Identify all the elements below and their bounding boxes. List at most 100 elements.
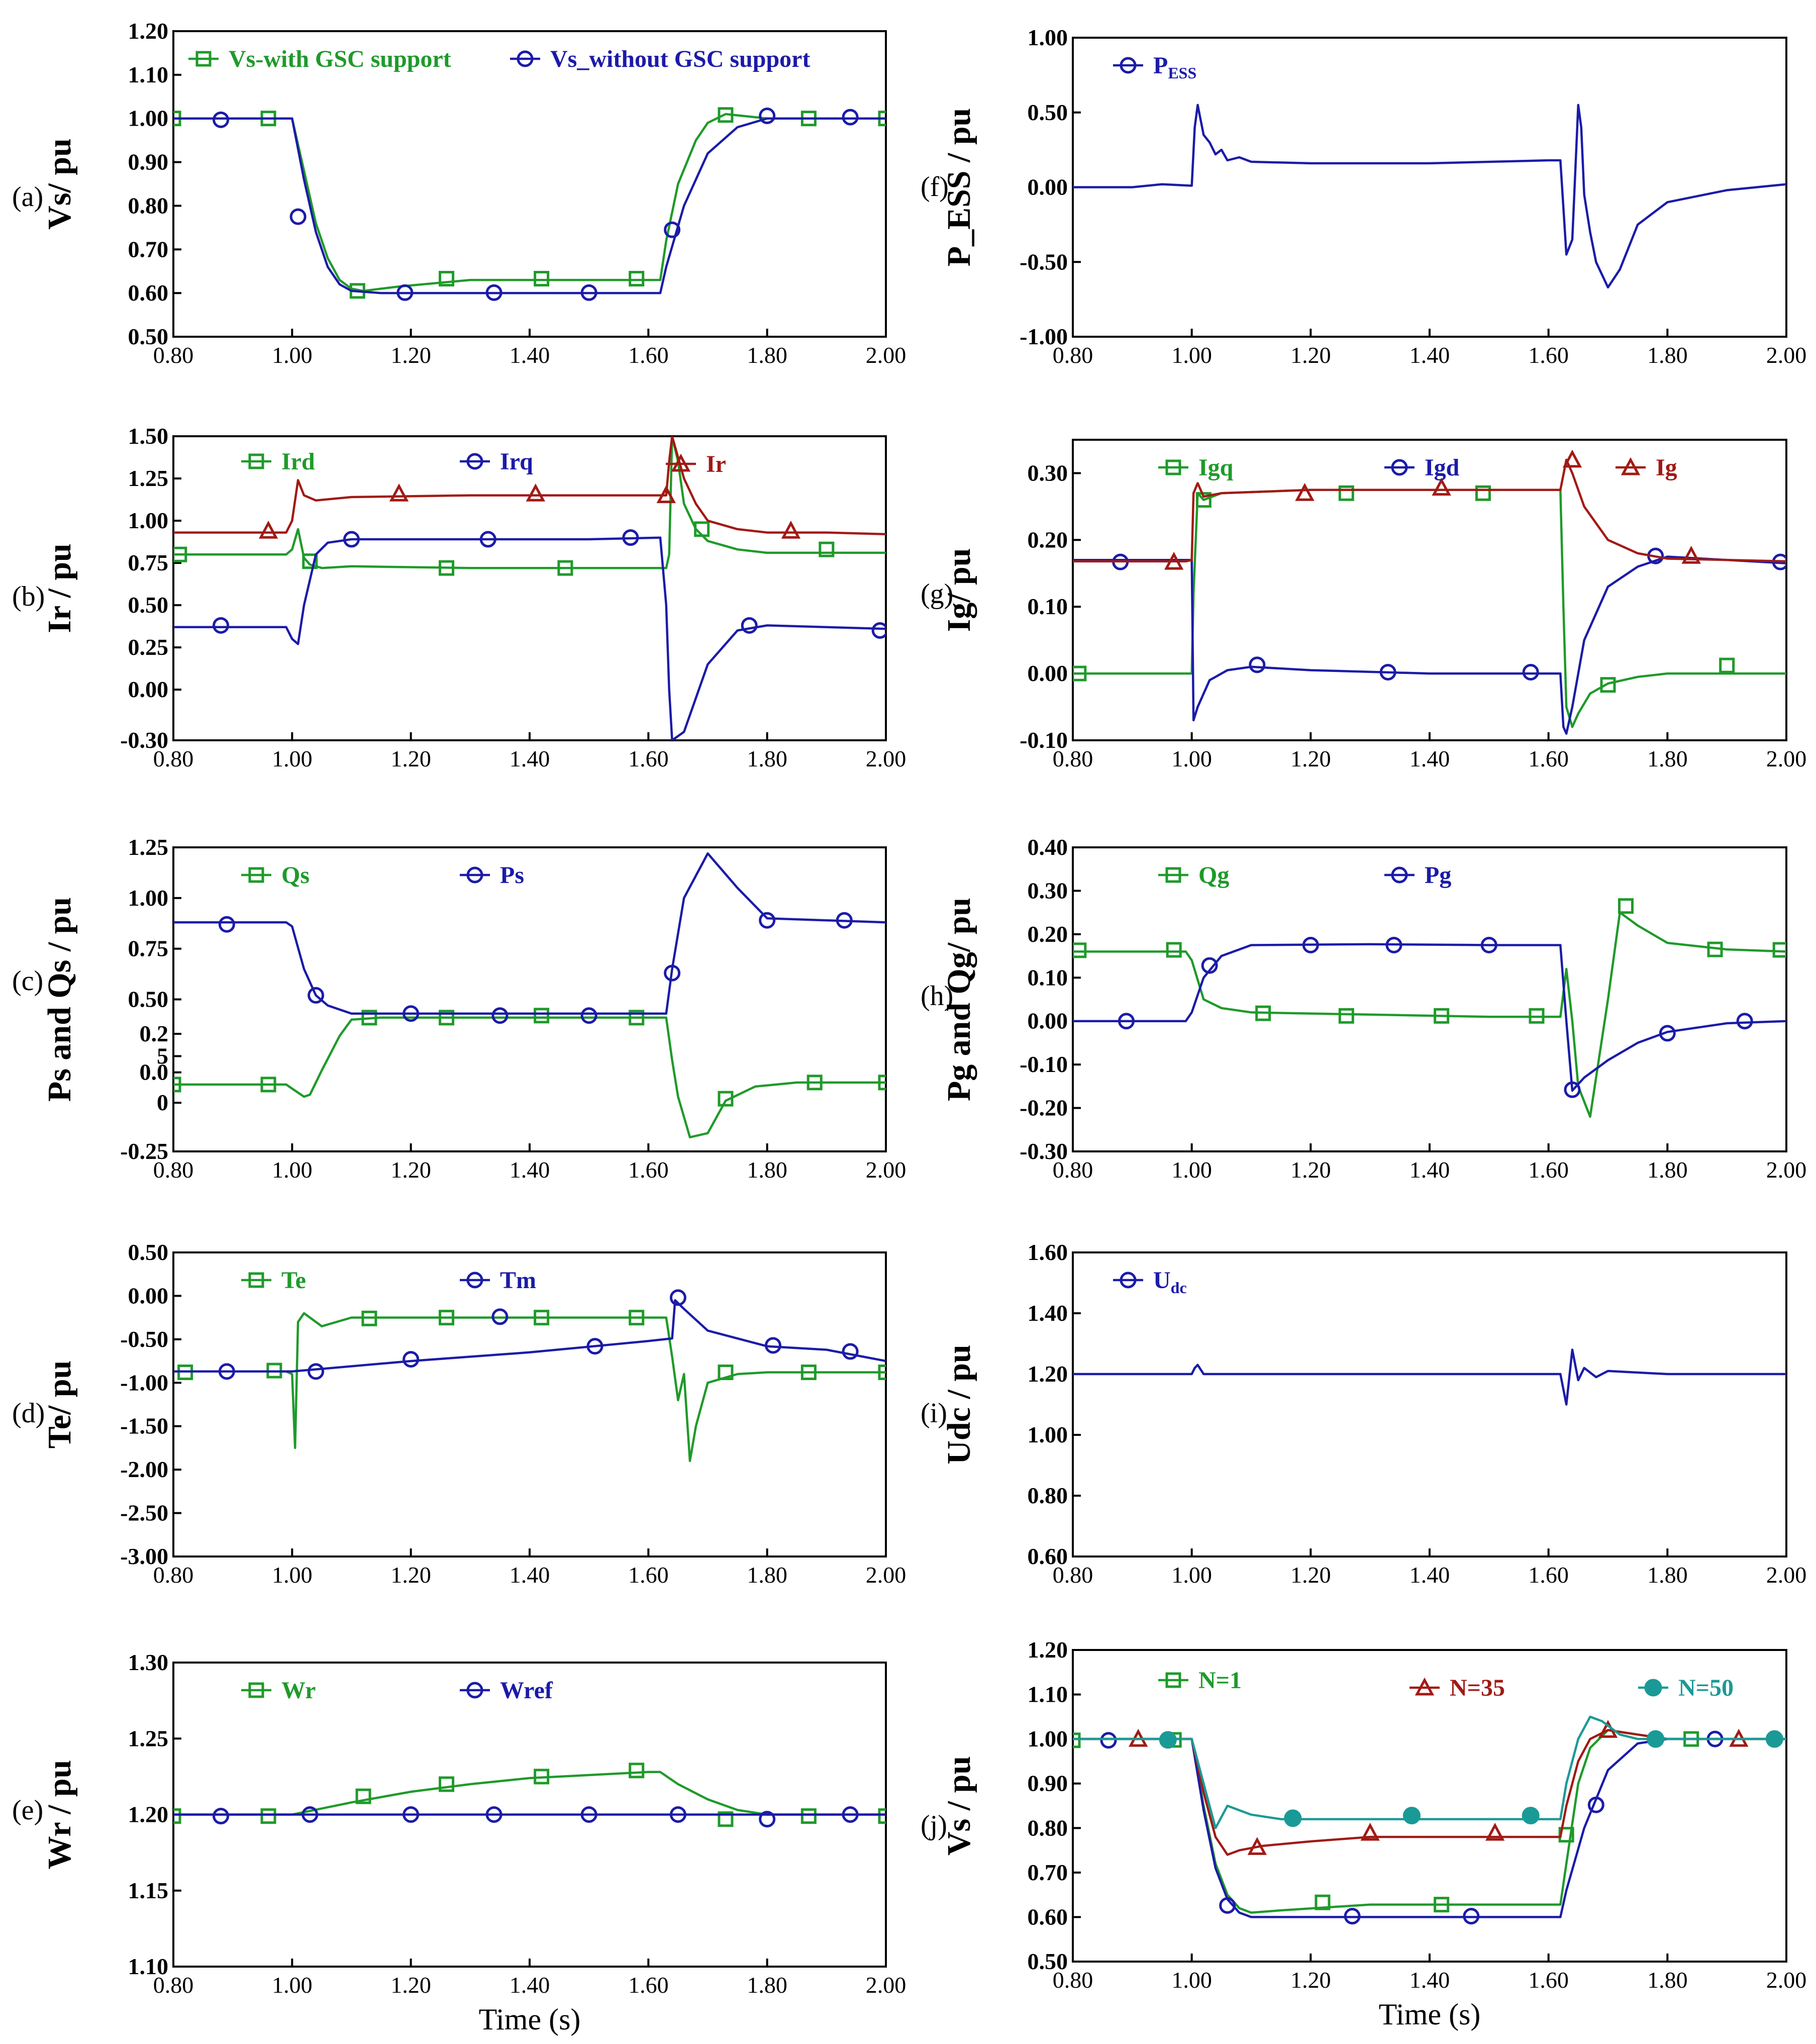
data-point <box>1600 677 1616 693</box>
x-tick-label: 0.80 <box>153 1972 194 1998</box>
legend-marker <box>1391 866 1408 884</box>
data-point <box>485 1806 502 1823</box>
y-tick-label: -0.10 <box>1020 1051 1068 1077</box>
y-tick-label: 0.50 <box>128 592 169 618</box>
x-tick-label: 1.80 <box>747 1157 787 1183</box>
y-tick-label: -1.00 <box>1020 324 1068 349</box>
x-tick-label: 1.60 <box>1528 746 1569 771</box>
series-group <box>1073 1348 1786 1406</box>
legend-entry: Udc <box>1153 1267 1187 1297</box>
legend-entry: Ps <box>500 862 524 889</box>
x-tick-label: 0.80 <box>153 342 194 368</box>
data-point <box>629 1763 645 1779</box>
x-tick-label: 1.20 <box>390 342 431 368</box>
x-tick-label: 1.00 <box>1171 746 1212 771</box>
y-tick-label: 1.20 <box>128 1802 169 1827</box>
y-tick-label: -0.50 <box>120 1326 168 1352</box>
data-point <box>1562 449 1582 468</box>
y-tick-label: 0.50 <box>128 1239 169 1265</box>
y-tick-label: 0.10 <box>1028 964 1068 990</box>
y-axis-label: Te/ pu <box>41 1360 78 1449</box>
panel-label: (e) <box>12 1795 43 1826</box>
data-point <box>629 1310 645 1326</box>
y-tick-label: 0.30 <box>1028 460 1068 485</box>
data-point <box>1681 545 1701 564</box>
y-tick-label: 0.20 <box>1028 527 1068 552</box>
series-line <box>1073 943 1786 1092</box>
data-point <box>1385 936 1402 953</box>
x-tick-label: 2.00 <box>866 342 906 368</box>
data-point <box>694 521 710 537</box>
y-tick-label: 1.10 <box>128 62 169 87</box>
y-tick-label: 0.25 <box>128 634 169 660</box>
series-group <box>173 1289 886 1463</box>
data-point <box>218 1363 235 1380</box>
data-point <box>718 1365 734 1381</box>
data-point <box>301 1806 319 1823</box>
x-tick-label: 1.40 <box>510 1157 550 1183</box>
data-point <box>361 1310 377 1326</box>
legend-entry: Ir <box>706 451 726 477</box>
legend-entry: Ig <box>1656 454 1677 481</box>
series-group <box>173 436 886 740</box>
x-tick-label: 0.80 <box>153 1157 194 1183</box>
y-tick-label: 0.60 <box>1028 1904 1068 1929</box>
y-tick-label: 1.00 <box>1028 25 1068 50</box>
data-point <box>308 987 325 1004</box>
data-point <box>1434 1008 1450 1024</box>
x-tick-label: 1.20 <box>1290 1967 1331 1993</box>
series-group <box>173 107 886 301</box>
chart-panel-6: 0.80 1.00 1.20 1.40 1.60 1.80 2.00 -3.00 -2.50 -2… <box>12 1239 906 1588</box>
data-point <box>491 1308 509 1325</box>
legend-marker <box>248 1272 264 1288</box>
data-point <box>1564 1081 1581 1098</box>
x-tick-label: 1.00 <box>1171 1157 1212 1183</box>
x-tick-label: 1.80 <box>747 746 787 771</box>
y-tick-label: 0.90 <box>1028 1771 1068 1796</box>
y-tick-label: 0.60 <box>128 280 169 306</box>
x-tick-label: 2.00 <box>1766 1157 1807 1183</box>
y-axis-label: Ps and Qs / pu <box>41 897 78 1102</box>
x-tick-label: 1.20 <box>390 1157 431 1183</box>
y-tick-label: 1.20 <box>128 18 169 44</box>
y-tick-label: 1.15 <box>128 1878 169 1903</box>
legend-marker <box>1120 1272 1137 1289</box>
data-point <box>1618 898 1634 914</box>
x-tick-label: 1.60 <box>1528 342 1569 368</box>
series-line <box>1073 458 1786 563</box>
legend-marker <box>671 453 691 472</box>
data-point <box>1302 936 1319 953</box>
series-line <box>1073 104 1786 289</box>
y-tick-label: 1.00 <box>1028 1726 1068 1751</box>
legend-entry: Te <box>281 1267 306 1294</box>
data-point <box>389 483 409 502</box>
data-point <box>439 1010 455 1026</box>
y-tick-label: 1.40 <box>1028 1300 1068 1326</box>
legend-entry: Tm <box>500 1267 536 1294</box>
x-tick-label: 1.60 <box>1528 1562 1569 1588</box>
data-point <box>764 1337 781 1354</box>
data-point <box>1338 485 1354 501</box>
data-point <box>878 1365 886 1381</box>
y-tick-label: -0.10 <box>1020 727 1068 753</box>
x-tick-label: 1.00 <box>272 1972 313 1998</box>
data-point <box>878 1075 886 1091</box>
y-tick-label: 0.50 <box>128 987 169 1012</box>
data-point <box>781 520 801 539</box>
panel-label: (a) <box>12 181 43 213</box>
data-point <box>439 270 455 286</box>
data-point <box>402 1806 420 1823</box>
y-tick-label: 1.10 <box>1028 1682 1068 1707</box>
y-tick-label: 1.50 <box>128 423 169 449</box>
data-point <box>1587 1796 1604 1813</box>
y-tick-label: 0.10 <box>1028 594 1068 619</box>
y-tick-label: 0.70 <box>128 236 169 262</box>
legend-marker <box>248 1682 264 1698</box>
x-tick-label: 1.40 <box>510 1562 550 1588</box>
legend-marker <box>1621 457 1641 475</box>
data-point <box>842 109 859 126</box>
y-tick-label: 1.00 <box>128 106 169 131</box>
data-point <box>741 617 758 634</box>
data-point <box>1315 1894 1331 1910</box>
